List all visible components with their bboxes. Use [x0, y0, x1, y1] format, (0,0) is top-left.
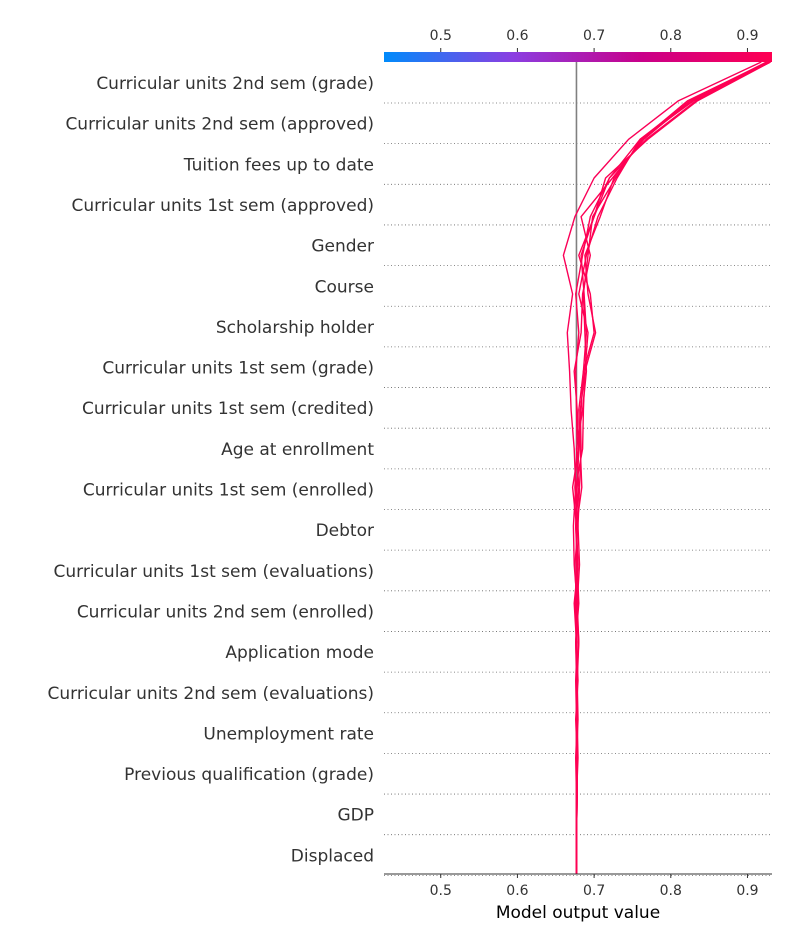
- colorbar: [384, 52, 772, 62]
- feature-label: Curricular units 2nd sem (evaluations): [47, 684, 374, 704]
- bottom-tick-label: 0.8: [660, 883, 682, 899]
- feature-label: Course: [315, 277, 374, 297]
- feature-label: Curricular units 1st sem (evaluations): [54, 562, 374, 582]
- colorbar-gradient: [384, 52, 772, 62]
- feature-label: Curricular units 2nd sem (enrolled): [77, 602, 374, 622]
- decision-line: [562, 61, 762, 874]
- bottom-tick-label: 0.6: [506, 883, 528, 899]
- feature-label: Curricular units 1st sem (grade): [102, 359, 374, 379]
- feature-label: Curricular units 1st sem (enrolled): [83, 481, 374, 501]
- bottom-tick-label: 0.7: [583, 883, 605, 899]
- decision-lines: [562, 61, 771, 874]
- bottom-tick-label: 0.5: [430, 883, 452, 899]
- top-tick-label: 0.7: [583, 28, 605, 44]
- feature-label: Age at enrollment: [221, 440, 374, 460]
- top-tick-label: 0.9: [736, 28, 758, 44]
- decision-line: [574, 61, 771, 874]
- feature-label: GDP: [337, 806, 374, 826]
- bottom-axis-ticks: 0.5 0.6 0.7 0.8 0.9: [430, 874, 759, 899]
- top-tick-label: 0.6: [506, 28, 528, 44]
- top-tick-label: 0.8: [660, 28, 682, 44]
- feature-label: Curricular units 1st sem (credited): [82, 399, 374, 419]
- feature-label: Debtor: [316, 521, 374, 541]
- feature-label: Curricular units 2nd sem (grade): [96, 74, 374, 94]
- decision-line: [575, 61, 771, 874]
- feature-labels: Curricular units 2nd sem (grade) Curricul…: [47, 74, 374, 866]
- decision-line: [571, 61, 767, 874]
- decision-line: [575, 61, 771, 874]
- top-axis-ticks: 0.5 0.6 0.7 0.8 0.9: [430, 28, 759, 52]
- bottom-tick-label: 0.9: [736, 883, 758, 899]
- feature-label: Curricular units 2nd sem (approved): [65, 115, 374, 135]
- feature-label: Curricular units 1st sem (approved): [71, 196, 374, 216]
- feature-label: Displaced: [291, 846, 374, 866]
- feature-label: Gender: [311, 237, 374, 257]
- feature-label: Application mode: [225, 643, 374, 663]
- feature-label: Previous qualification (grade): [124, 765, 374, 785]
- feature-label: Tuition fees up to date: [183, 155, 374, 175]
- x-axis-title: Model output value: [496, 903, 660, 923]
- top-tick-label: 0.5: [430, 28, 452, 44]
- feature-label: Unemployment rate: [203, 724, 374, 744]
- feature-label: Scholarship holder: [216, 318, 374, 338]
